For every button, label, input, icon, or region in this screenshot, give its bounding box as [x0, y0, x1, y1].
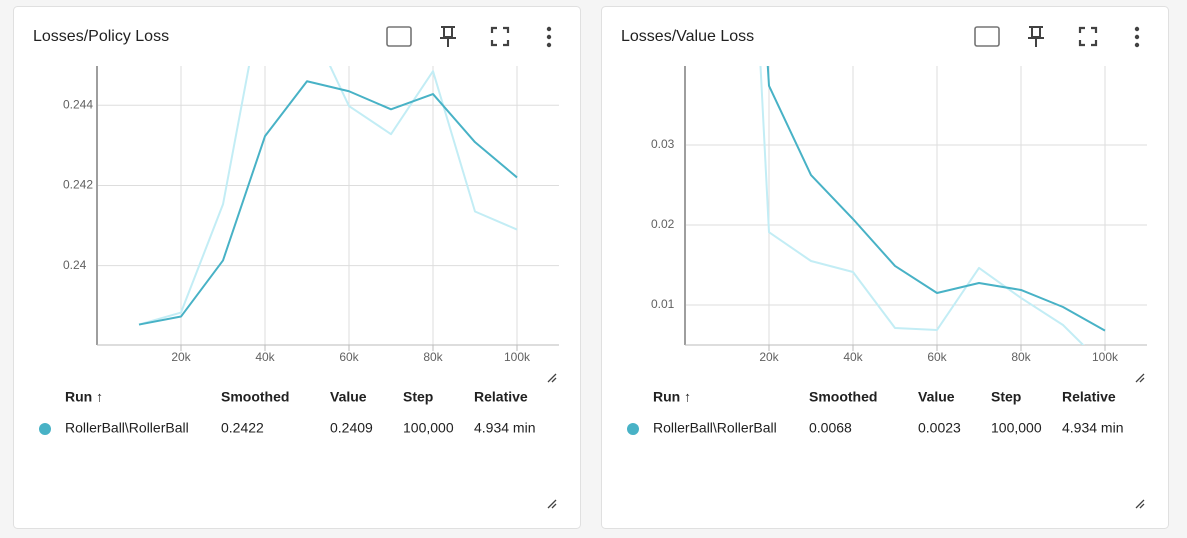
- y-tick-label: 0.24: [63, 258, 87, 272]
- chart-card: Losses/Policy Loss 0.24 0.242 0.244 20k 40k 60…: [13, 6, 581, 529]
- resize-handle[interactable]: [547, 373, 557, 383]
- x-tick-label: 60k: [927, 350, 947, 364]
- table-header: Value: [918, 389, 955, 405]
- x-tick-label: 80k: [1011, 350, 1031, 364]
- x-tick-label: 40k: [255, 350, 275, 364]
- series-line: [766, 66, 1106, 332]
- table-cell: 4.934 min: [474, 420, 535, 436]
- x-tick-label: 20k: [171, 350, 191, 364]
- y-tick-label: 0.242: [63, 178, 93, 192]
- run-color-dot: [39, 423, 51, 435]
- menu-button[interactable]: [546, 34, 552, 40]
- series-line: [138, 66, 518, 326]
- pin-button[interactable]: [440, 26, 456, 47]
- table-cell: 0.0023: [918, 420, 961, 436]
- x-tick-label: 80k: [423, 350, 443, 364]
- x-tick-label: 100k: [504, 350, 531, 364]
- plot: [759, 66, 1106, 345]
- menu-button[interactable]: [546, 26, 552, 32]
- table-header: Smoothed: [809, 389, 877, 405]
- x-tick-label: 100k: [1092, 350, 1119, 364]
- y-tick-label: 0.03: [651, 137, 675, 151]
- resize-handle[interactable]: [547, 499, 557, 509]
- toolbar: [974, 26, 1140, 48]
- table-cell: RollerBall\RollerBall: [653, 420, 777, 436]
- fit-domain-button[interactable]: [974, 26, 1000, 47]
- table-header: Relative: [474, 389, 528, 405]
- plot: [138, 66, 518, 326]
- table-header[interactable]: Run ↑: [65, 389, 103, 405]
- table-header: Step: [991, 389, 1021, 405]
- table-header[interactable]: Run ↑: [653, 389, 691, 405]
- toolbar: [386, 26, 552, 48]
- chart-title: Losses/Value Loss: [621, 28, 754, 45]
- fullscreen-button[interactable]: [1078, 26, 1098, 47]
- x-tick-label: 60k: [339, 350, 359, 364]
- card-bg: [601, 6, 1169, 529]
- table-cell: 4.934 min: [1062, 420, 1123, 436]
- x-tick-label: 40k: [843, 350, 863, 364]
- series-line: [759, 66, 1085, 345]
- menu-button[interactable]: [1134, 26, 1140, 32]
- resize-handle[interactable]: [1135, 373, 1145, 383]
- x-tick-label: 20k: [759, 350, 779, 364]
- y-tick-label: 0.01: [651, 297, 675, 311]
- table-header: Smoothed: [221, 389, 289, 405]
- table-header: Relative: [1062, 389, 1116, 405]
- menu-button[interactable]: [1134, 34, 1140, 40]
- menu-button[interactable]: [1134, 42, 1140, 48]
- table-header: Step: [403, 389, 433, 405]
- table-cell: 0.0068: [809, 420, 852, 436]
- table-cell: RollerBall\RollerBall: [65, 420, 189, 436]
- series-line: [138, 80, 518, 326]
- y-tick-label: 0.02: [651, 217, 675, 231]
- fullscreen-button[interactable]: [490, 26, 510, 47]
- table-header: Value: [330, 389, 367, 405]
- table-cell: 0.2409: [330, 420, 373, 436]
- chart-title: Losses/Policy Loss: [33, 28, 169, 45]
- card-bg: [13, 6, 581, 529]
- pin-button[interactable]: [1028, 26, 1044, 47]
- fit-domain-button[interactable]: [386, 26, 412, 47]
- table-cell: 0.2422: [221, 420, 264, 436]
- menu-button[interactable]: [546, 42, 552, 48]
- table-cell: 100,000: [403, 420, 454, 436]
- table-cell: 100,000: [991, 420, 1042, 436]
- y-tick-label: 0.244: [63, 97, 93, 111]
- run-color-dot: [627, 423, 639, 435]
- chart-card: Losses/Value Loss 0.01 0.02 0.03 20k 40k 60k 80…: [601, 6, 1169, 529]
- resize-handle[interactable]: [1135, 499, 1145, 509]
